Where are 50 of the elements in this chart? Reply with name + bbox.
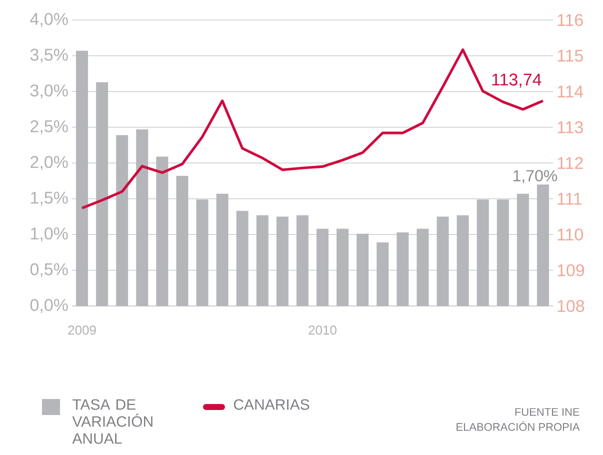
x-tick-label: 2010 bbox=[308, 326, 336, 335]
data-label: 113,74 bbox=[492, 74, 542, 88]
y-tick-label: 1,5% bbox=[31, 192, 68, 206]
y-tick-label: 0,5% bbox=[30, 263, 68, 278]
bar bbox=[236, 210, 248, 306]
bar bbox=[156, 156, 168, 306]
bar bbox=[296, 215, 308, 306]
source-note: FUENTE INE bbox=[515, 408, 580, 416]
y2-tick-label: 115 bbox=[558, 50, 583, 62]
bar bbox=[336, 228, 349, 306]
bar bbox=[436, 216, 449, 306]
bar bbox=[136, 129, 148, 306]
y2-tick-label: 109 bbox=[558, 264, 584, 276]
y2-tick-label: 114 bbox=[558, 86, 584, 98]
y2-tick-label: 116 bbox=[558, 14, 583, 26]
bar bbox=[516, 194, 529, 306]
y2-tick-label: 113 bbox=[558, 121, 583, 134]
y2-tick-label: 108 bbox=[558, 300, 584, 312]
y-tick-label: 3,5% bbox=[30, 48, 68, 63]
bar bbox=[316, 228, 329, 306]
y2-tick-label: 112 bbox=[558, 157, 583, 169]
legend-label: CANARIAS bbox=[234, 399, 310, 410]
legend-label: TASA DE VARIACIÓN ANUAL bbox=[72, 399, 152, 444]
bar bbox=[536, 184, 549, 306]
bar bbox=[476, 199, 489, 306]
bar bbox=[196, 199, 208, 306]
x-tick-label: 2009 bbox=[68, 326, 96, 335]
bar bbox=[356, 234, 369, 306]
bar bbox=[416, 228, 429, 306]
bar bbox=[216, 194, 228, 306]
y-tick-label: 4,0% bbox=[30, 12, 68, 28]
bar bbox=[116, 135, 128, 306]
bar bbox=[76, 50, 88, 306]
y-tick-label: 2,5% bbox=[30, 120, 68, 134]
bar bbox=[276, 216, 288, 306]
text: ELABORACIÓN PROPIA bbox=[456, 421, 580, 431]
bar bbox=[256, 215, 268, 306]
bar bbox=[376, 242, 389, 306]
bar bbox=[96, 82, 108, 306]
y2-tick-label: 111 bbox=[558, 192, 582, 205]
bar bbox=[176, 176, 188, 306]
y-tick-label: 1,0% bbox=[31, 227, 68, 242]
bar bbox=[396, 232, 409, 306]
data-label: 1,70% bbox=[514, 170, 558, 184]
y-tick-label: 3,0% bbox=[30, 84, 68, 99]
y2-tick-label: 110 bbox=[558, 228, 583, 241]
bar bbox=[496, 199, 509, 306]
y-tick-label: 2,0% bbox=[30, 156, 68, 170]
y-tick-label: 0,0% bbox=[30, 298, 68, 314]
bar bbox=[456, 215, 469, 306]
